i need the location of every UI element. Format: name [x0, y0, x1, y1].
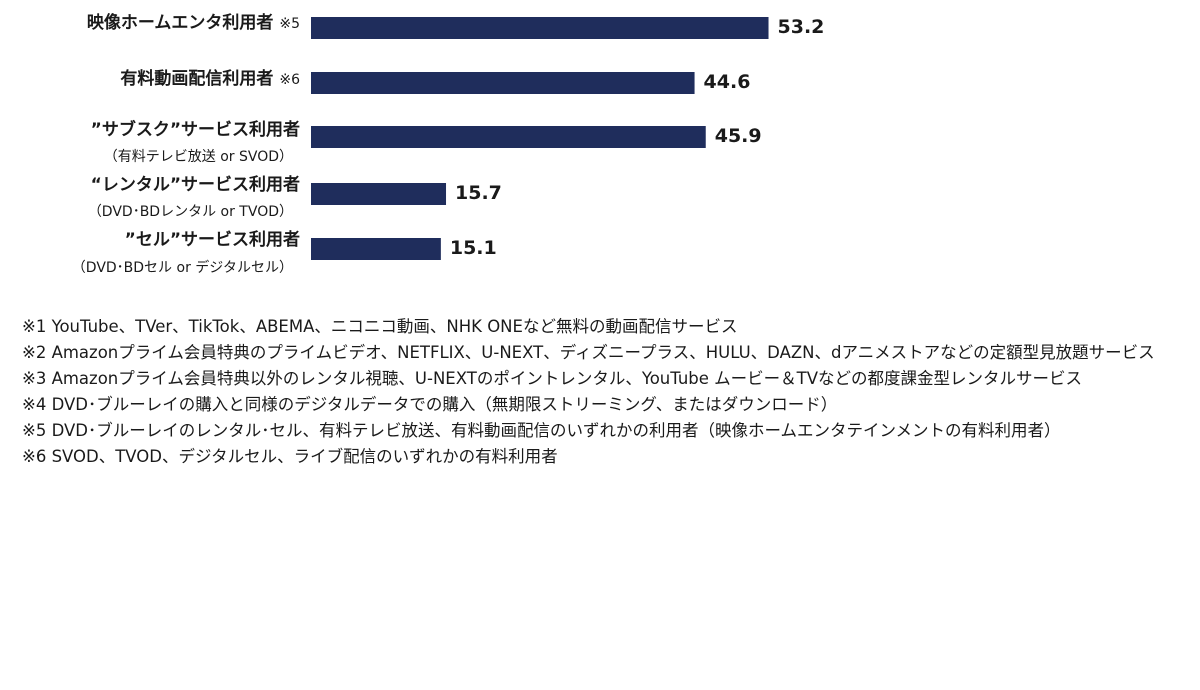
- category-sublabel-3: （有料テレビ放送 or SVOD）: [104, 149, 293, 165]
- value-label-5: 15.1: [450, 237, 497, 259]
- category-label-3: ”サブスク”サービス利用者: [91, 119, 300, 140]
- bar-2: [311, 72, 695, 94]
- footnote-4: ※4 DVD･ブルーレイの購入と同様のデジタルデータでの購入（無期限ストリーミン…: [22, 395, 838, 414]
- bar-4: [311, 183, 447, 205]
- category-sublabel-5: （DVD･BDセル or デジタルセル）: [72, 259, 293, 276]
- value-label-2: 44.6: [704, 71, 751, 93]
- value-label-3: 45.9: [715, 125, 762, 147]
- bar-1: [311, 17, 769, 39]
- footnote-3: ※3 Amazonプライム会員特典以外のレンタル視聴、U-NEXTのポイントレン…: [22, 369, 1083, 388]
- value-label-1: 53.2: [778, 16, 825, 38]
- value-label-4: 15.7: [455, 182, 502, 204]
- bar-chart: 53.2 映像ホームエンタ利用者 ※5 44.6 有料動画配信利用者 ※6 45.9 ”サブス…: [72, 12, 825, 276]
- category-label-4: “レンタル”サービス利用者: [91, 174, 300, 195]
- footnote-5: ※5 DVD･ブルーレイのレンタル･セル、有料テレビ放送、有料動画配信のいずれか…: [22, 421, 1061, 440]
- footnotes: ※1 YouTube、TVer、TikTok、ABEMA、ニコニコ動画、NHK …: [22, 314, 1192, 470]
- footnote-6: ※6 SVOD、TVOD、デジタルセル、ライブ配信のいずれかの有料利用者: [22, 447, 558, 466]
- category-label-2: 有料動画配信利用者 ※6: [120, 68, 300, 89]
- footnote-1: ※1 YouTube、TVer、TikTok、ABEMA、ニコニコ動画、NHK …: [22, 317, 738, 336]
- bar-5: [311, 238, 441, 260]
- footnote-2: ※2 Amazonプライム会員特典のプライムビデオ、NETFLIX、U-NEXT…: [22, 343, 1155, 362]
- category-label-5: ”セル”サービス利用者: [125, 229, 300, 250]
- bar-3: [311, 126, 706, 148]
- category-label-1: 映像ホームエンタ利用者 ※5: [87, 12, 300, 33]
- category-sublabel-4: （DVD･BDレンタル or TVOD）: [88, 204, 293, 220]
